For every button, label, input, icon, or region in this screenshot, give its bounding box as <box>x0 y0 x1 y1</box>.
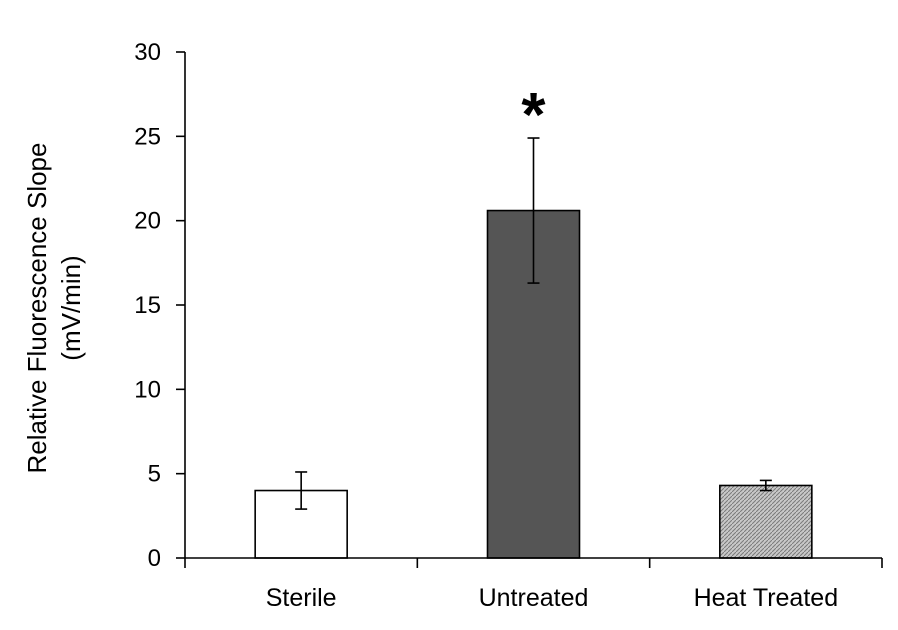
bar-heat-treated <box>719 484 813 559</box>
y-axis-title-line2: (mV/min) <box>56 255 86 360</box>
y-tick-label: 20 <box>134 208 161 235</box>
error-bar <box>527 137 540 284</box>
y-axis: 0 5 10 15 20 25 30 <box>134 39 186 572</box>
x-axis: Sterile Untreated Heat Treated <box>184 557 883 612</box>
y-tick-label: 15 <box>134 292 161 319</box>
y-tick-label: 0 <box>148 545 161 572</box>
y-tick-label: 10 <box>134 376 161 403</box>
y-tick-label: 25 <box>134 123 161 150</box>
y-tick-label: 5 <box>148 461 161 488</box>
bars <box>254 137 813 559</box>
error-bar <box>759 479 772 492</box>
y-axis-title-line1: Relative Fluorescence Slope <box>22 143 52 474</box>
x-tick-label: Untreated <box>479 584 589 612</box>
y-tick-label: 30 <box>134 39 161 66</box>
x-tick-label: Sterile <box>266 584 337 612</box>
x-tick-label: Heat Treated <box>694 584 839 612</box>
annotations: * <box>521 81 546 150</box>
error-bar <box>295 471 308 510</box>
significance-asterisk: * <box>521 81 546 150</box>
y-axis-title: Relative Fluorescence Slope (mV/min) <box>22 143 86 474</box>
